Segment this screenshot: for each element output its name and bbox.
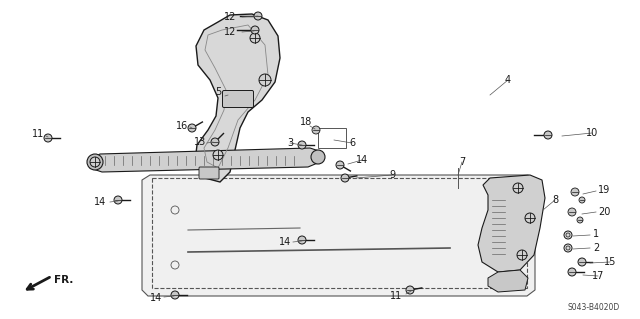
Polygon shape [478,175,545,272]
Polygon shape [488,270,528,292]
Text: 14: 14 [94,197,106,207]
Circle shape [571,188,579,196]
Text: 3: 3 [287,138,293,148]
Circle shape [564,231,572,239]
Circle shape [250,33,260,43]
Circle shape [525,213,535,223]
Circle shape [568,208,576,216]
Circle shape [259,74,271,86]
Circle shape [114,196,122,204]
Text: 6: 6 [349,138,355,148]
Circle shape [87,154,103,170]
Circle shape [254,12,262,20]
Text: 18: 18 [300,117,312,127]
Circle shape [251,26,259,34]
Circle shape [171,291,179,299]
Circle shape [211,138,219,146]
Circle shape [188,124,196,132]
Circle shape [406,286,414,294]
Circle shape [578,258,586,266]
Text: 11: 11 [32,129,44,139]
Text: 15: 15 [604,257,616,267]
Polygon shape [142,175,535,296]
Circle shape [90,157,100,167]
Circle shape [513,183,523,193]
Text: 12: 12 [224,27,236,37]
Circle shape [298,141,306,149]
Bar [152,178,527,288]
Text: 16: 16 [176,121,188,131]
Text: 20: 20 [598,207,610,217]
Text: 5: 5 [215,87,221,97]
Circle shape [517,250,527,260]
Text: 9: 9 [389,170,395,180]
FancyBboxPatch shape [223,91,253,108]
Circle shape [544,131,552,139]
Bar [318,128,346,148]
Circle shape [568,268,576,276]
Text: 17: 17 [592,271,604,281]
Circle shape [312,126,320,134]
Text: 14: 14 [279,237,291,247]
Circle shape [213,150,223,160]
FancyBboxPatch shape [199,167,219,179]
Text: 7: 7 [459,157,465,167]
Circle shape [311,150,325,164]
Circle shape [341,174,349,182]
Text: 4: 4 [505,75,511,85]
Text: 10: 10 [586,128,598,138]
Polygon shape [88,148,322,172]
Polygon shape [195,14,280,182]
Text: 1: 1 [593,229,599,239]
Text: 14: 14 [356,155,368,165]
Circle shape [44,134,52,142]
Text: 8: 8 [552,195,558,205]
Circle shape [298,236,306,244]
Circle shape [336,161,344,169]
Text: 2: 2 [593,243,599,253]
Circle shape [579,197,585,203]
Text: 14: 14 [150,293,162,303]
Text: 19: 19 [598,185,610,195]
Text: S043-B4020D: S043-B4020D [568,303,620,312]
Text: 12: 12 [224,12,236,22]
Circle shape [577,217,583,223]
Text: 13: 13 [194,137,206,147]
Text: 11: 11 [390,291,402,301]
Text: FR.: FR. [54,275,74,285]
Circle shape [564,244,572,252]
